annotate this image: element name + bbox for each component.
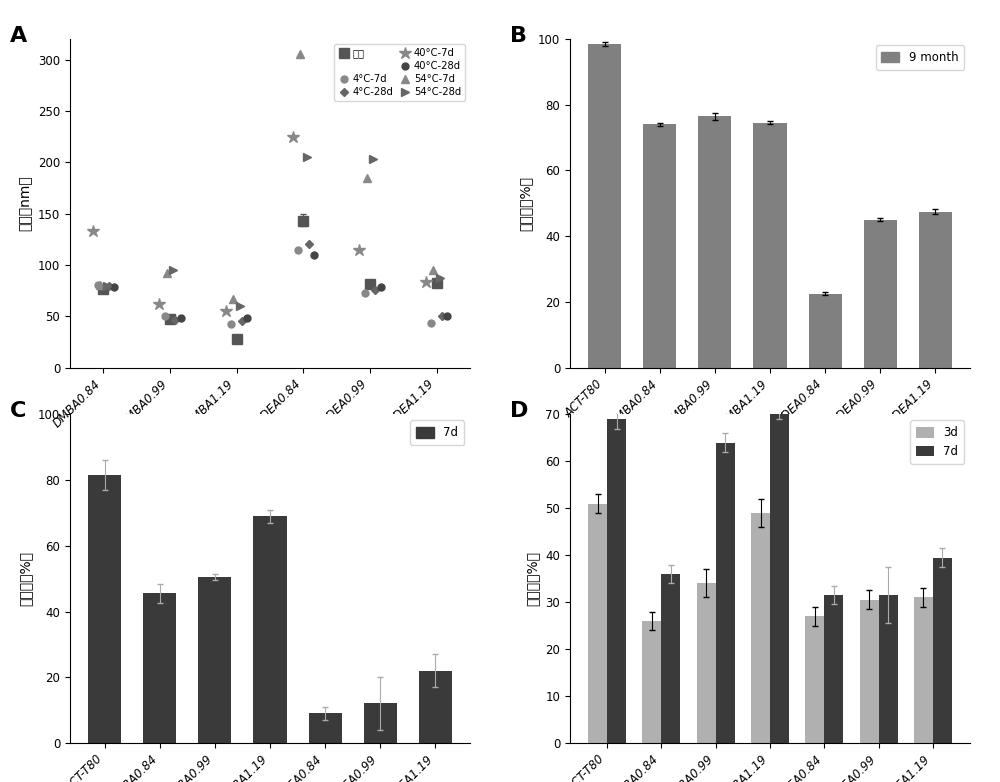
Line: 40°C-7d: 40°C-7d [86, 131, 432, 317]
Bar [588, 44, 621, 368]
Bar [753, 123, 787, 368]
原始 [364, 280, 376, 289]
Bar [309, 713, 342, 743]
原始 [231, 334, 243, 343]
原始 [97, 284, 109, 293]
4°C-28d [303, 239, 315, 249]
40°C-7d [287, 132, 299, 142]
4°C-7d [292, 245, 304, 254]
Bar [643, 124, 676, 368]
Bar [809, 293, 842, 368]
4°C-7d [225, 320, 237, 329]
Bar [864, 220, 897, 368]
Bar [253, 516, 287, 743]
Legend: 7d: 7d [410, 421, 464, 445]
4°C-28d [369, 285, 381, 294]
Bar [716, 443, 735, 743]
Line: 4°C-7d: 4°C-7d [95, 246, 435, 328]
40°C-28d [175, 314, 187, 323]
54°C-7d [161, 268, 173, 278]
Bar [661, 574, 680, 743]
Bar [88, 475, 121, 743]
Legend: 原始, , 4°C-7d, 4°C-28d, 40°C-7d, 40°C-28d, 54°C-7d, 54°C-28d: 原始, , 4°C-7d, 4°C-28d, 40°C-7d, 40°C-28d… [334, 44, 465, 101]
原始 [431, 278, 443, 288]
Text: B: B [510, 26, 527, 46]
4°C-7d [92, 281, 104, 290]
54°C-28d [167, 265, 179, 274]
40°C-28d [308, 250, 320, 260]
Legend: 3d, 7d: 3d, 7d [910, 421, 964, 464]
40°C-7d [353, 245, 365, 254]
Bar [879, 595, 898, 743]
Y-axis label: 降解率（%）: 降解率（%） [518, 176, 532, 231]
40°C-7d [87, 226, 99, 235]
40°C-7d [153, 300, 165, 309]
Line: 4°C-28d: 4°C-28d [106, 242, 445, 324]
Bar [588, 504, 607, 743]
Bar [933, 558, 952, 743]
54°C-7d [294, 50, 306, 59]
原始 [164, 314, 176, 324]
54°C-28d [101, 282, 113, 291]
Bar [698, 117, 731, 368]
40°C-28d [241, 314, 253, 323]
54°C-7d [227, 294, 239, 303]
Line: 54°C-28d: 54°C-28d [103, 153, 444, 310]
4°C-7d [425, 319, 437, 328]
Bar [860, 600, 879, 743]
54°C-7d [94, 281, 106, 290]
Text: A: A [10, 26, 27, 46]
Line: 54°C-7d: 54°C-7d [96, 50, 438, 303]
Bar [751, 513, 770, 743]
Line: 40°C-28d: 40°C-28d [111, 251, 451, 321]
Y-axis label: 降解率（%）: 降解率（%） [526, 551, 540, 606]
4°C-7d [359, 288, 371, 297]
40°C-28d [441, 311, 453, 321]
40°C-7d [420, 278, 432, 287]
Bar [364, 704, 397, 743]
4°C-28d [103, 282, 115, 291]
54°C-7d [427, 265, 439, 274]
Y-axis label: 粒径（nm）: 粒径（nm） [18, 175, 32, 231]
40°C-28d [375, 283, 387, 292]
54°C-7d [361, 173, 373, 182]
4°C-28d [169, 316, 181, 325]
Text: C: C [10, 401, 26, 421]
Text: D: D [510, 401, 528, 421]
54°C-28d [301, 152, 313, 162]
Bar [697, 583, 716, 743]
4°C-28d [236, 317, 248, 326]
Line: 原始: 原始 [98, 216, 442, 343]
Bar [805, 616, 824, 743]
Bar [824, 595, 843, 743]
40°C-7d [220, 307, 232, 316]
4°C-7d [159, 311, 171, 321]
Bar [919, 211, 952, 368]
Bar [607, 419, 626, 743]
Bar [198, 577, 231, 743]
Y-axis label: 降解率（%）: 降解率（%） [18, 551, 32, 606]
Bar [642, 621, 661, 743]
Bar [143, 594, 176, 743]
4°C-28d [436, 311, 448, 321]
54°C-28d [434, 274, 446, 283]
Legend: 9 month: 9 month [876, 45, 964, 70]
40°C-28d [108, 283, 120, 292]
54°C-28d [234, 301, 246, 310]
Bar [770, 410, 789, 743]
54°C-28d [367, 155, 379, 164]
原始 [297, 216, 309, 225]
Bar [419, 671, 452, 743]
Bar [914, 597, 933, 743]
